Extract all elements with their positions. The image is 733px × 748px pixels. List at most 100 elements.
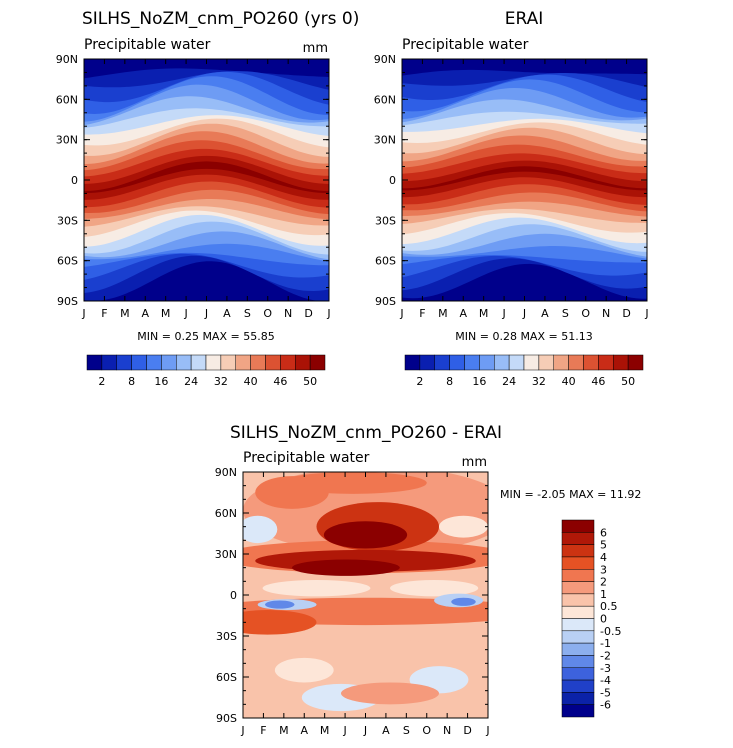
panel-diff-colorbar-label: 2 <box>600 576 607 589</box>
panel-obs-ytick-label: 30N <box>374 134 396 147</box>
panel-model-xtick-label: A <box>141 307 149 320</box>
panel-obs-colorbar-cell <box>434 354 450 371</box>
panel-model-colorbar-label: 50 <box>303 375 317 388</box>
diff-blob <box>439 515 488 538</box>
panel-diff-plot-area <box>243 472 488 718</box>
panel-diff-xtick-label: J <box>363 724 367 737</box>
panel-diff-colorbar-label: 1 <box>600 588 607 601</box>
panel-diff-ytick-label: 60S <box>216 671 237 684</box>
panel-diff-colorbar-label: 6 <box>600 526 607 539</box>
panel-diff-stats: MIN = -2.05 MAX = 11.92 <box>500 488 641 501</box>
diff-blob <box>451 597 476 606</box>
panel-model-colorbar-label: 32 <box>214 375 228 388</box>
panel-model-colorbar-label: 16 <box>154 375 168 388</box>
panel-diff-ytick-label: 60N <box>215 507 237 520</box>
panel-diff-xtick-label: S <box>403 724 410 737</box>
panel-model-colorbar-cell <box>161 354 177 371</box>
panel-obs-xtick-label: D <box>622 307 630 320</box>
panel-model-colorbar-cell <box>190 354 207 371</box>
contour-band <box>402 166 647 191</box>
panel-diff-colorbar-label: -4 <box>600 674 611 687</box>
panel-diff-colorbar-cell <box>561 679 595 693</box>
panel-model-colorbar-cell <box>101 354 117 371</box>
panel-model-xtick-label: J <box>326 307 330 320</box>
panel-obs-xtick-label: J <box>644 307 648 320</box>
panel-obs-xtick-label: J <box>522 307 526 320</box>
panel-model-colorbar-cell <box>205 354 222 371</box>
panel-obs-ytick-label: 30S <box>375 214 396 227</box>
panel-obs-colorbar: 2 8 16 24 32 40 46 50 <box>404 354 644 388</box>
diff-blob <box>262 579 371 597</box>
panel-obs-colorbar-label: 16 <box>472 375 486 388</box>
panel-diff-colorbar-label: 4 <box>600 551 607 564</box>
panel-diff-colorbar-cell <box>561 519 595 533</box>
contour-band <box>402 153 647 205</box>
panel-model-contours <box>84 68 329 301</box>
panel-diff-xtick-label: M <box>320 724 330 737</box>
panel-obs-colorbar-cell <box>404 354 421 371</box>
panel-model-colorbar-label: 24 <box>184 375 198 388</box>
panel-diff-colorbar-label: -5 <box>600 686 611 699</box>
panel-model-xtick-label: M <box>120 307 130 320</box>
panel-obs-stats: MIN = 0.28 MAX = 51.13 <box>455 330 592 343</box>
panel-model-colorbar-cell <box>265 354 281 371</box>
panel-obs-subtitle: Precipitable water <box>402 37 529 53</box>
panel-obs-colorbar-cell <box>494 354 510 371</box>
panel-model-colorbar-label: 40 <box>244 375 258 388</box>
panel-model-colorbar: 2 8 16 24 32 40 46 50 <box>86 354 326 388</box>
panel-obs-xtick-label: A <box>541 307 549 320</box>
panel-model-plot-area <box>84 59 329 301</box>
panel-obs-colorbar-cell <box>449 354 465 371</box>
panel-diff-colorbar-cell <box>561 692 595 705</box>
panel-obs-colorbar-cell <box>553 354 569 371</box>
panel-diff-colorbar-cell <box>561 642 595 656</box>
panel-diff-colorbar-label: -2 <box>600 649 611 662</box>
panel-model-subtitle: Precipitable water <box>84 37 211 53</box>
panel-obs-xtick-label: J <box>501 307 505 320</box>
panel-obs-ytick-label: 0 <box>389 174 396 187</box>
panel-obs-colorbar-cell <box>464 354 480 371</box>
panel-diff-xtick-label: J <box>342 724 346 737</box>
panel-diff-ytick-label: 0 <box>230 589 237 602</box>
panel-diff-colorbar-label: -3 <box>600 662 611 675</box>
panel-model-colorbar-label: 2 <box>98 375 105 388</box>
panel-obs-colorbar-label: 8 <box>446 375 453 388</box>
panel-obs-colorbar-cell <box>583 354 599 371</box>
panel-obs-colorbar-label: 32 <box>532 375 546 388</box>
panel-diff-units: mm <box>462 455 487 470</box>
panel-model-xtick-label: S <box>244 307 251 320</box>
panel-model-colorbar-cell <box>309 354 326 371</box>
panel-obs-colorbar-label: 50 <box>621 375 635 388</box>
panel-model-colorbar-label: 46 <box>273 375 287 388</box>
panel-model-colorbar-cell <box>146 354 162 371</box>
panel-diff-colorbar-cell <box>561 569 595 582</box>
diff-blob <box>265 600 295 609</box>
panel-diff-colorbar-cell <box>561 556 595 570</box>
panel-obs-ytick-label: 90N <box>374 53 396 66</box>
panel-diff-xtick-label: J <box>485 724 489 737</box>
panel-obs-ytick-label: 90S <box>375 295 396 308</box>
panel-diff-colorbar-label: -0.5 <box>600 625 621 638</box>
diff-blob <box>323 521 408 549</box>
diff-blob <box>243 640 488 673</box>
panel-obs-ytick-label: 60N <box>374 93 396 106</box>
panel-obs-xtick-label: A <box>459 307 467 320</box>
panel-model-ytick-label: 90N <box>56 53 78 66</box>
panel-obs-ytick-label: 60S <box>375 255 396 268</box>
panel-model-units: mm <box>303 41 328 56</box>
panel-obs-xtick-label: S <box>562 307 569 320</box>
panel-model-colorbar-label: 8 <box>128 375 135 388</box>
panel-diff-xtick-label: N <box>443 724 451 737</box>
panel-diff-subtitle: Precipitable water <box>243 450 370 466</box>
panel-obs-colorbar-cell <box>568 354 584 371</box>
panel-model-stats: MIN = 0.25 MAX = 55.85 <box>137 330 274 343</box>
panel-model-xtick-label: J <box>204 307 208 320</box>
panel-diff-colorbar-cell <box>561 581 595 595</box>
panel-model-ytick-label: 60S <box>57 255 78 268</box>
panel-model-xtick-label: N <box>284 307 292 320</box>
contour-band <box>84 148 329 208</box>
panel-obs-title: ERAI <box>505 9 544 29</box>
panel-obs-colorbar-cell <box>538 354 554 371</box>
